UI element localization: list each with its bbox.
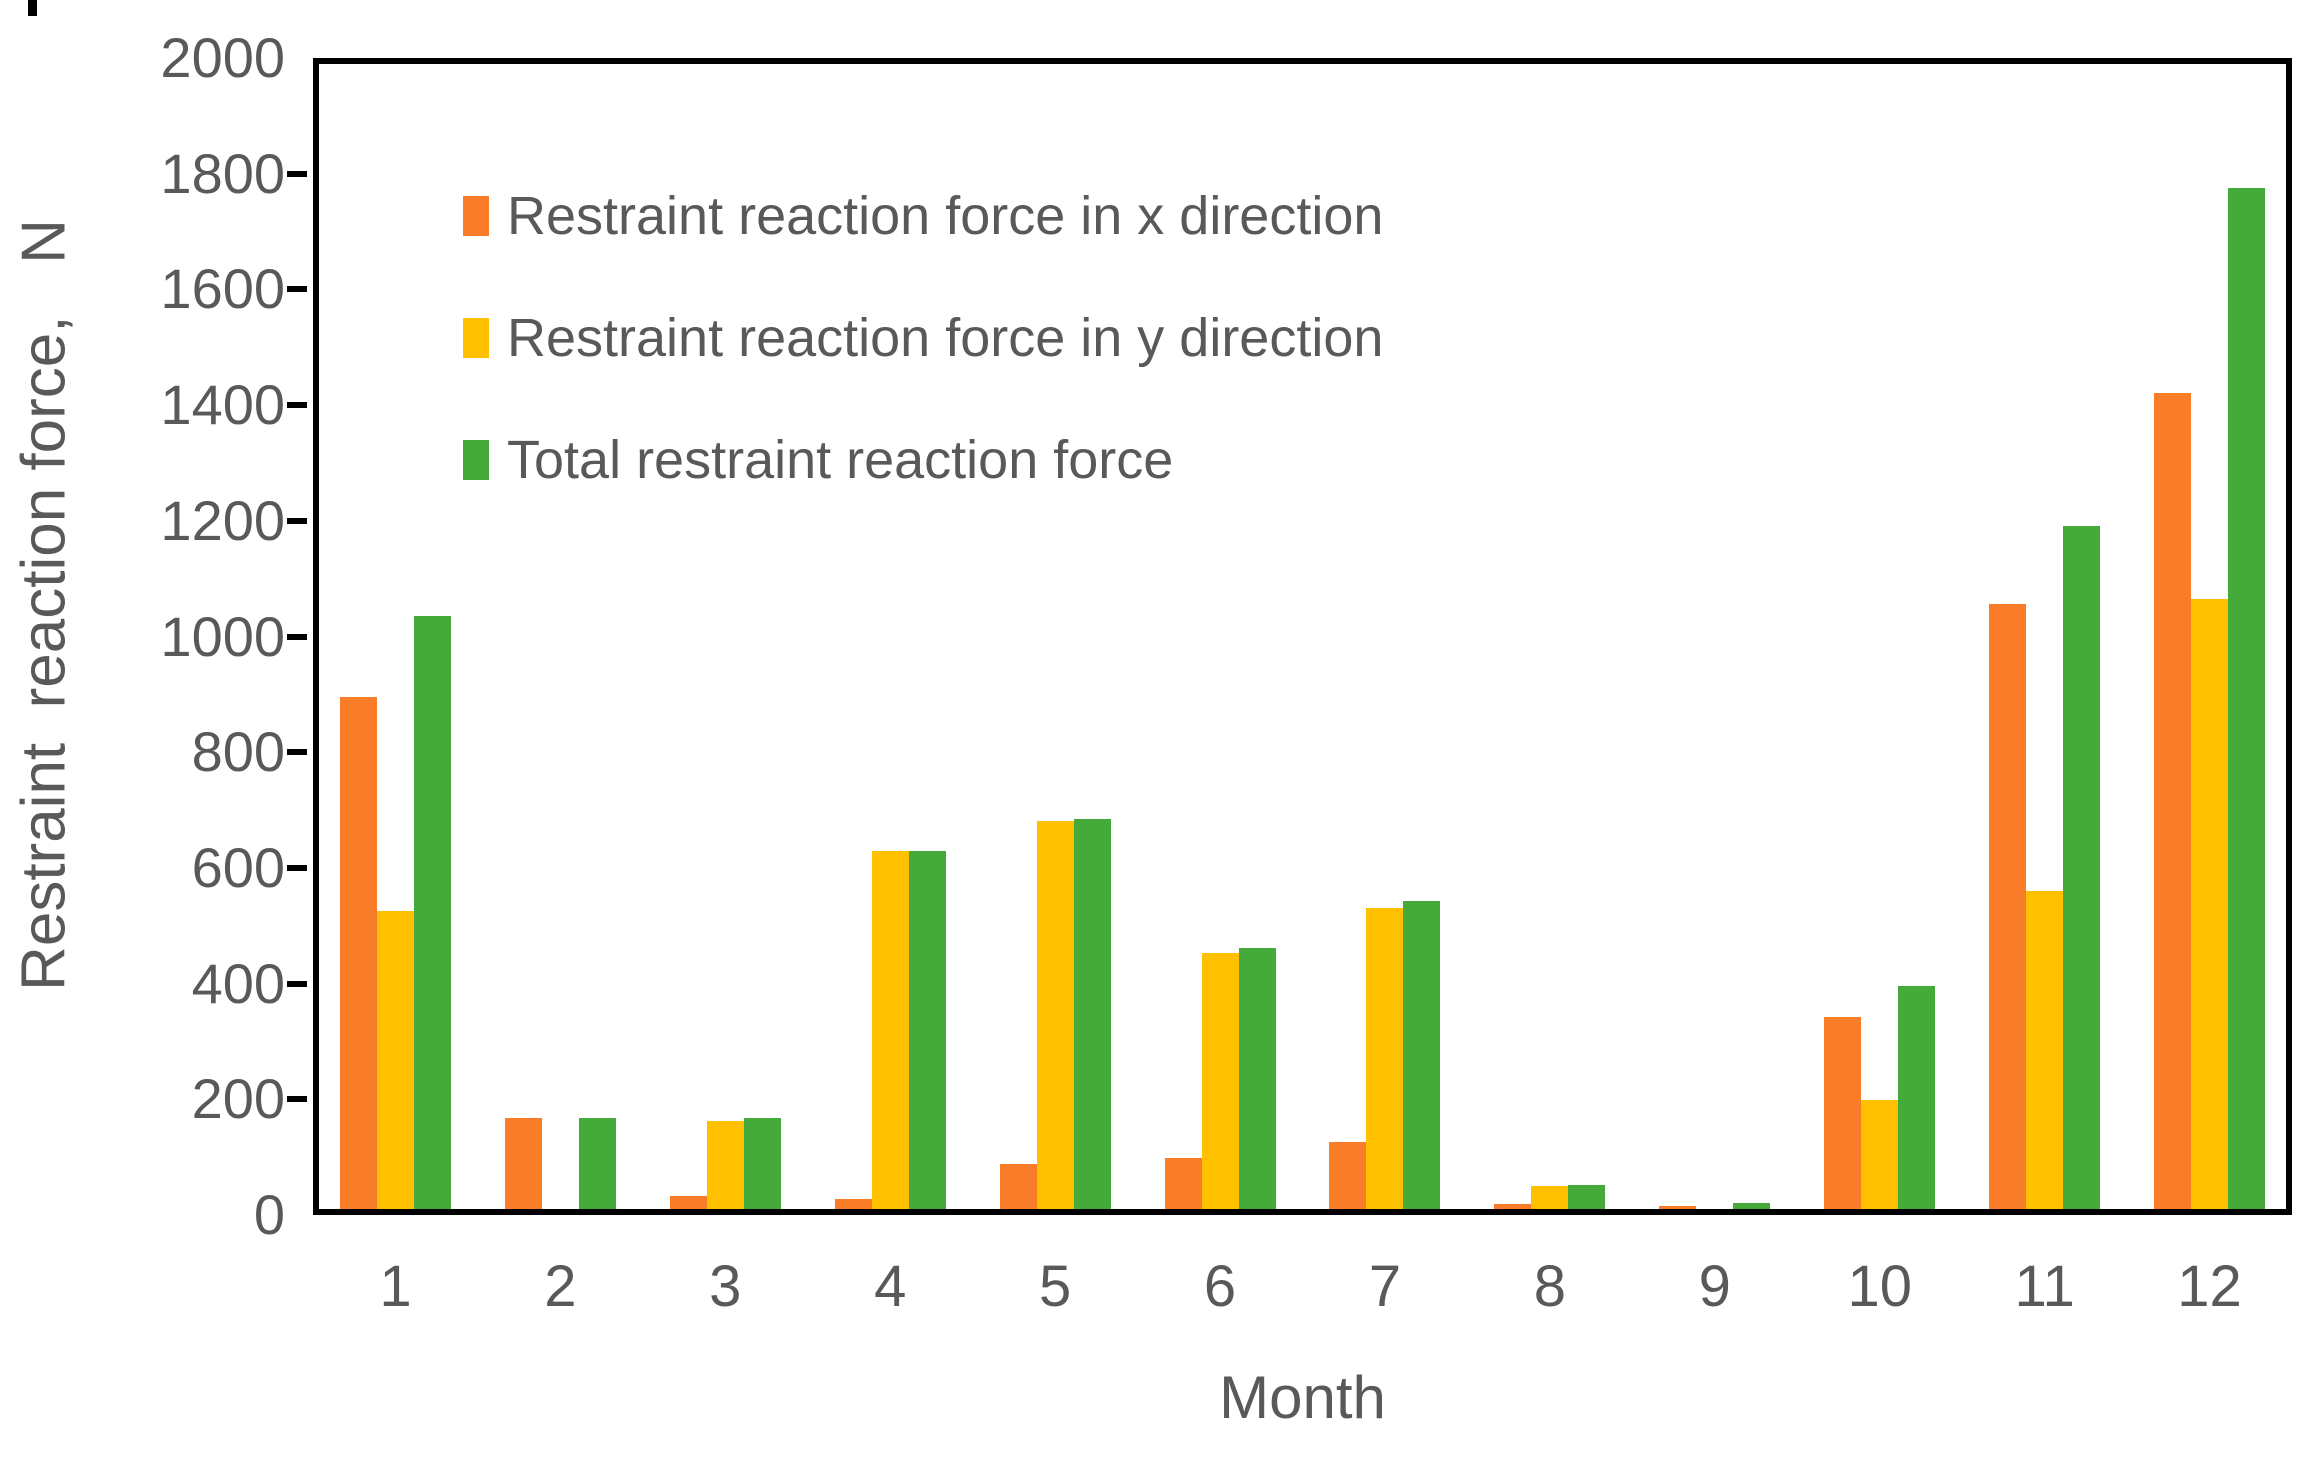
bar-month-4-series-2 — [871, 851, 909, 1209]
bar-month-12-series-2 — [2191, 599, 2229, 1209]
bar-month-7-series-1 — [1329, 1142, 1367, 1209]
bar-month-2-series-3 — [578, 1118, 616, 1209]
y-tick-label-600: 600 — [191, 835, 285, 899]
bar-month-12-series-1 — [2154, 393, 2192, 1209]
legend-swatch-icon — [463, 318, 489, 358]
y-tick-mark-1400 — [287, 402, 307, 409]
y-tick-mark-1800 — [287, 170, 307, 177]
y-tick-label-1400: 1400 — [160, 373, 285, 437]
y-tick-label-1600: 1600 — [160, 257, 285, 321]
y-tick-label-200: 200 — [191, 1067, 285, 1131]
bar-month-1-series-1 — [339, 697, 377, 1209]
screenshot-artifact-mark — [28, 0, 37, 16]
bar-month-5-series-2 — [1036, 821, 1074, 1209]
bar-group-month-4 — [808, 58, 973, 1209]
y-tick-label-2000: 2000 — [160, 26, 285, 89]
y-tick-label-800: 800 — [191, 720, 285, 784]
x-tick-label-3: 3 — [709, 1254, 742, 1319]
bar-month-11-series-3 — [2063, 526, 2101, 1209]
bar-month-11-series-2 — [2026, 891, 2064, 1209]
y-tick-mark-1200 — [287, 517, 307, 524]
plot-area — [313, 58, 2292, 1215]
legend-swatch-icon — [463, 440, 489, 480]
x-tick-label-7: 7 — [1368, 1254, 1402, 1319]
bar-month-8-series-3 — [1568, 1185, 1606, 1209]
bar-month-11-series-1 — [1989, 604, 2027, 1209]
bar-group-month-5 — [973, 58, 1138, 1209]
legend-item-1: Restraint reaction force in x direction — [463, 185, 1383, 247]
bar-month-6-series-1 — [1164, 1158, 1202, 1209]
bar-month-8-series-1 — [1494, 1204, 1532, 1209]
y-tick-mark-200 — [287, 1096, 307, 1103]
y-tick-label-1200: 1200 — [160, 488, 285, 552]
bar-month-6-series-2 — [1201, 953, 1239, 1209]
bar-month-7-series-2 — [1366, 908, 1404, 1209]
y-tick-label-400: 400 — [191, 951, 285, 1015]
x-tick-label-12: 12 — [2177, 1254, 2242, 1319]
bar-group-month-3 — [643, 58, 808, 1209]
x-tick-label-11: 11 — [2014, 1254, 2075, 1319]
bar-month-6-series-3 — [1238, 948, 1276, 1209]
y-tick-mark-400 — [287, 980, 307, 987]
legend-label: Restraint reaction force in y direction — [507, 308, 1384, 368]
x-tick-label-8: 8 — [1533, 1254, 1566, 1319]
bar-month-2-series-1 — [504, 1118, 542, 1209]
bar-month-10-series-1 — [1824, 1017, 1862, 1209]
x-tick-label-2: 2 — [544, 1254, 577, 1319]
x-tick-label-6: 6 — [1203, 1254, 1237, 1319]
bar-month-10-series-2 — [1861, 1100, 1899, 1209]
bar-group-month-1 — [313, 58, 478, 1209]
x-tick-label-1: 1 — [379, 1254, 412, 1319]
bar-month-10-series-3 — [1898, 986, 1936, 1209]
bar-month-3-series-1 — [669, 1196, 707, 1209]
bar-group-month-6 — [1138, 58, 1303, 1209]
y-tick-mark-600 — [287, 864, 307, 871]
bar-month-1-series-2 — [376, 911, 414, 1209]
bar-group-month-8 — [1467, 58, 1632, 1209]
legend-swatch-icon — [463, 196, 489, 236]
bar-month-8-series-2 — [1531, 1186, 1569, 1209]
bar-group-month-9 — [1632, 58, 1797, 1209]
bar-month-1-series-3 — [413, 616, 451, 1209]
bar-month-7-series-3 — [1403, 901, 1441, 1209]
bar-group-month-7 — [1303, 58, 1468, 1209]
y-tick-mark-800 — [287, 749, 307, 756]
bar-month-5-series-3 — [1073, 819, 1111, 1209]
y-tick-label-1000: 1000 — [160, 604, 285, 668]
bar-group-month-10 — [1797, 58, 1962, 1209]
bar-month-5-series-1 — [999, 1164, 1037, 1209]
bar-month-9-series-3 — [1733, 1203, 1771, 1209]
y-tick-label-0: 0 — [253, 1183, 285, 1246]
x-tick-label-4: 4 — [874, 1254, 907, 1319]
x-tick-label-5: 5 — [1038, 1254, 1072, 1319]
legend-item-2: Restraint reaction force in y direction — [463, 307, 1383, 369]
x-axis-title: Month — [1219, 1364, 1386, 1431]
legend-label: Total restraint reaction force — [507, 430, 1174, 490]
bar-group-month-11 — [1962, 58, 2127, 1209]
bar-group-month-12 — [2127, 58, 2292, 1209]
y-tick-label-1800: 1800 — [160, 141, 285, 205]
bar-month-12-series-3 — [2228, 188, 2266, 1209]
bar-month-9-series-1 — [1659, 1206, 1697, 1209]
x-tick-label-9: 9 — [1698, 1254, 1731, 1319]
legend-item-3: Total restraint reaction force — [463, 429, 1173, 491]
y-tick-mark-1600 — [287, 286, 307, 293]
bar-month-3-series-3 — [743, 1118, 781, 1209]
bar-month-4-series-3 — [908, 851, 946, 1209]
y-tick-mark-1000 — [287, 633, 307, 640]
legend-label: Restraint reaction force in x direction — [507, 186, 1384, 246]
bar-group-month-2 — [478, 58, 643, 1209]
bar-month-4-series-1 — [834, 1199, 872, 1209]
x-tick-label-10: 10 — [1847, 1254, 1912, 1319]
bar-month-3-series-2 — [706, 1121, 744, 1209]
